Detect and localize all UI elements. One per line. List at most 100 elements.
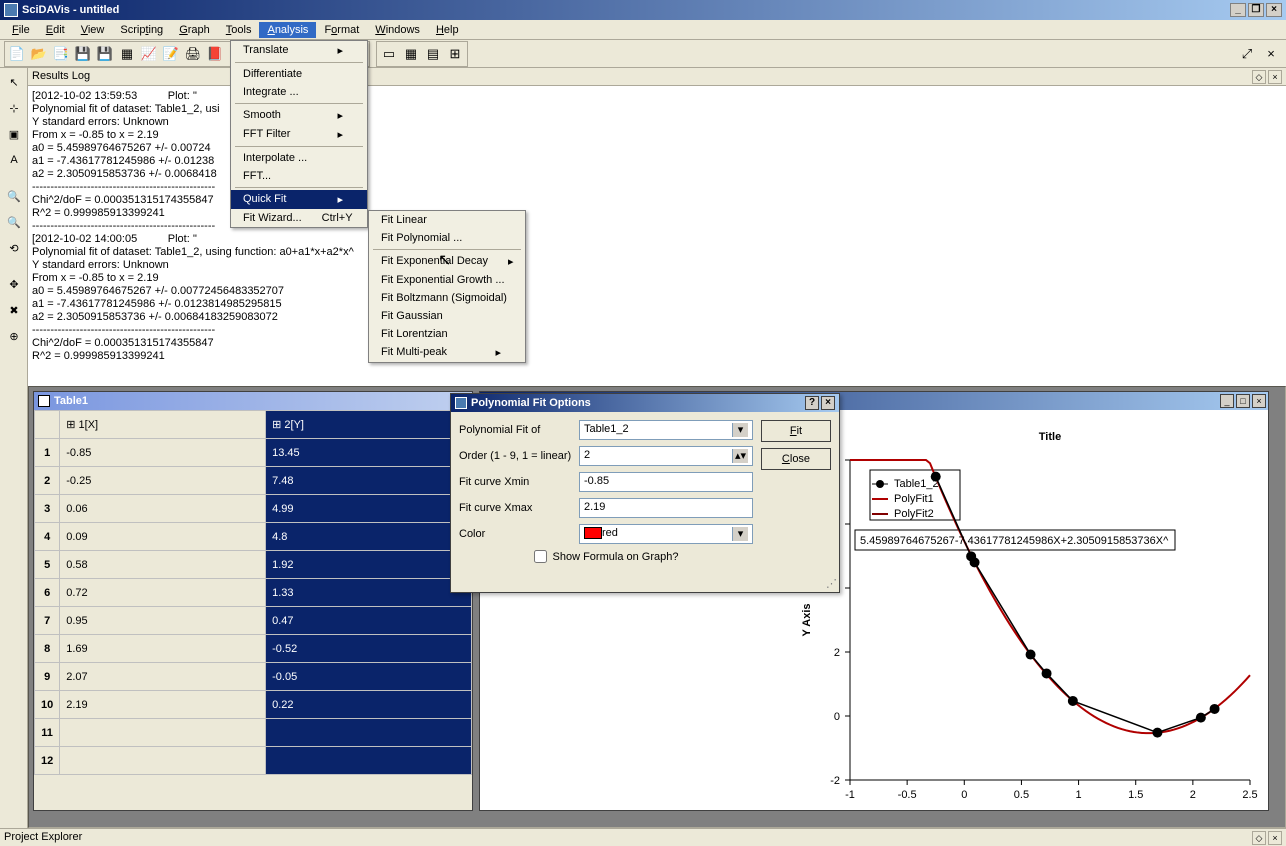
menu-item-quick-fit[interactable]: Quick Fit▸ bbox=[231, 190, 367, 209]
table-row[interactable]: 2-0.257.48 bbox=[35, 467, 472, 495]
table-row[interactable]: 50.581.92 bbox=[35, 551, 472, 579]
menu-item-translate[interactable]: Translate▸ bbox=[231, 41, 367, 60]
table-titlebar[interactable]: Table1 bbox=[34, 392, 472, 410]
arrange-icon[interactable]: ▦ bbox=[400, 43, 422, 65]
data-table: ⊞ 1[X] ⊞ 2[Y] 1-0.8513.452-0.257.4830.06… bbox=[34, 410, 472, 775]
app-icon bbox=[4, 3, 18, 17]
menu-item-fit-linear[interactable]: Fit Linear bbox=[369, 211, 525, 229]
save-icon[interactable]: 💾 bbox=[72, 43, 94, 65]
table-row[interactable]: 102.190.22 bbox=[35, 691, 472, 719]
table-icon bbox=[38, 395, 50, 407]
table-row[interactable]: 81.69-0.52 bbox=[35, 635, 472, 663]
select-data-icon[interactable]: ▣ bbox=[2, 122, 26, 146]
menu-item-smooth[interactable]: Smooth▸ bbox=[231, 106, 367, 125]
table-row[interactable]: 30.064.99 bbox=[35, 495, 472, 523]
xmin-input[interactable]: -0.85 bbox=[579, 472, 753, 492]
add-layer-icon[interactable]: ▭ bbox=[378, 43, 400, 65]
table-row[interactable]: 92.07-0.05 bbox=[35, 663, 472, 691]
menu-item-differentiate[interactable]: Differentiate bbox=[231, 65, 367, 83]
table-row[interactable]: 1-0.8513.45 bbox=[35, 439, 472, 467]
table-row[interactable]: 40.094.8 bbox=[35, 523, 472, 551]
menu-item-fit-gaussian[interactable]: Fit Gaussian bbox=[369, 307, 525, 325]
minimize-button[interactable]: _ bbox=[1230, 3, 1246, 17]
menu-item-fit-boltzmann-sigmoidal-[interactable]: Fit Boltzmann (Sigmoidal) bbox=[369, 289, 525, 307]
menu-item-interpolate-[interactable]: Interpolate ... bbox=[231, 149, 367, 167]
menu-analysis[interactable]: Analysis bbox=[259, 22, 316, 38]
graph-max-button[interactable]: □ bbox=[1236, 394, 1250, 408]
export-pdf-icon[interactable]: 📕 bbox=[204, 43, 226, 65]
menu-tools[interactable]: Tools bbox=[218, 22, 260, 38]
resize-grip-icon[interactable]: ⋰ bbox=[451, 577, 839, 592]
move-point-icon[interactable]: ✥ bbox=[2, 272, 26, 296]
graph-close-button[interactable]: × bbox=[1252, 394, 1266, 408]
corner-cell[interactable] bbox=[35, 411, 60, 439]
dialog-titlebar[interactable]: Polynomial Fit Options ? × bbox=[451, 394, 839, 412]
statusbar-undock-icon[interactable]: ◇ bbox=[1252, 831, 1266, 845]
menu-view[interactable]: View bbox=[73, 22, 113, 38]
open-icon[interactable]: 📂 bbox=[28, 43, 50, 65]
open-template-icon[interactable]: 📑 bbox=[50, 43, 72, 65]
results-log-undock-icon[interactable]: ◇ bbox=[1252, 70, 1266, 84]
project-explorer-label[interactable]: Project Explorer bbox=[4, 831, 82, 844]
svg-text:1.5: 1.5 bbox=[1128, 789, 1143, 801]
collapse-icon[interactable]: × bbox=[1260, 43, 1282, 65]
zoom-out-icon[interactable]: 🔍 bbox=[2, 210, 26, 234]
menu-item-fit-multi-peak[interactable]: Fit Multi-peak▸ bbox=[369, 343, 525, 362]
zoom-in-icon[interactable]: 🔍 bbox=[2, 184, 26, 208]
xmax-input[interactable]: 2.19 bbox=[579, 498, 753, 518]
dialog-help-button[interactable]: ? bbox=[805, 396, 819, 410]
target-icon[interactable]: ⊕ bbox=[2, 324, 26, 348]
data-reader-icon[interactable]: ⊹ bbox=[2, 96, 26, 120]
text-icon[interactable]: A bbox=[2, 148, 26, 172]
order-spinner[interactable]: 2▴▾ bbox=[579, 446, 753, 466]
menu-scripting[interactable]: Scripting bbox=[112, 22, 171, 38]
fit-button[interactable]: Fit bbox=[761, 420, 831, 442]
save-template-icon[interactable]: 💾 bbox=[94, 43, 116, 65]
new-note-icon[interactable]: 📝 bbox=[160, 43, 182, 65]
menu-item-fft-filter[interactable]: FFT Filter▸ bbox=[231, 125, 367, 144]
pointer-icon[interactable]: ↖ bbox=[2, 70, 26, 94]
menu-graph[interactable]: Graph bbox=[171, 22, 218, 38]
close-button[interactable]: × bbox=[1266, 3, 1282, 17]
menu-item-fit-lorentzian[interactable]: Fit Lorentzian bbox=[369, 325, 525, 343]
table-row[interactable]: 60.721.33 bbox=[35, 579, 472, 607]
svg-text:PolyFit2: PolyFit2 bbox=[894, 508, 934, 520]
menu-windows[interactable]: Windows bbox=[367, 22, 428, 38]
svg-text:-1: -1 bbox=[845, 789, 855, 801]
menu-help[interactable]: Help bbox=[428, 22, 467, 38]
dialog-close-button[interactable]: × bbox=[821, 396, 835, 410]
main-toolbar: 📄 📂 📑 💾 💾 ▦ 📈 📝 🖨 📕 🗂 📋 ✂ ⎘ 📋 ↶ ▭ ▦ ▤ ⊞ … bbox=[0, 40, 1286, 68]
table-row[interactable]: 12 bbox=[35, 747, 472, 775]
graph-min-button[interactable]: _ bbox=[1220, 394, 1234, 408]
svg-text:5.45989764675267-7.43617781245: 5.45989764675267-7.43617781245986X+2.305… bbox=[860, 535, 1169, 547]
menu-edit[interactable]: Edit bbox=[38, 22, 73, 38]
menu-item-fft-[interactable]: FFT... bbox=[231, 167, 367, 185]
print-icon[interactable]: 🖨 bbox=[182, 43, 204, 65]
results-log-close-icon[interactable]: × bbox=[1268, 70, 1282, 84]
menu-item-fit-wizard-[interactable]: Fit Wizard...Ctrl+Y bbox=[231, 209, 367, 227]
remove-point-icon[interactable]: ✖ bbox=[2, 298, 26, 322]
menu-item-integrate-[interactable]: Integrate ... bbox=[231, 83, 367, 101]
table-row[interactable]: 11 bbox=[35, 719, 472, 747]
rescale-icon[interactable]: ⟲ bbox=[2, 236, 26, 260]
menu-item-fit-exponential-growth-[interactable]: Fit Exponential Growth ... bbox=[369, 271, 525, 289]
column-header-y[interactable]: ⊞ 2[Y] bbox=[266, 411, 472, 439]
menu-format[interactable]: Format bbox=[316, 22, 367, 38]
xmin-label: Fit curve Xmin bbox=[459, 476, 573, 488]
column-header-x[interactable]: ⊞ 1[X] bbox=[60, 411, 266, 439]
auto-layout-icon[interactable]: ⊞ bbox=[444, 43, 466, 65]
menu-file[interactable]: File bbox=[4, 22, 38, 38]
fit-of-combo[interactable]: Table1_2▾ bbox=[579, 420, 753, 440]
expand-icon[interactable]: ⤢ bbox=[1236, 43, 1258, 65]
new-project-icon[interactable]: 📄 bbox=[6, 43, 28, 65]
color-combo[interactable]: red▾ bbox=[579, 524, 753, 544]
new-table-icon[interactable]: ▦ bbox=[116, 43, 138, 65]
menu-item-fit-polynomial-[interactable]: Fit Polynomial ... bbox=[369, 229, 525, 247]
table-row[interactable]: 70.950.47 bbox=[35, 607, 472, 635]
show-formula-checkbox[interactable] bbox=[534, 550, 547, 563]
statusbar-close-icon[interactable]: × bbox=[1268, 831, 1282, 845]
close-button[interactable]: Close bbox=[761, 448, 831, 470]
layers-icon[interactable]: ▤ bbox=[422, 43, 444, 65]
new-graph-icon[interactable]: 📈 bbox=[138, 43, 160, 65]
restore-button[interactable]: ❐ bbox=[1248, 3, 1264, 17]
